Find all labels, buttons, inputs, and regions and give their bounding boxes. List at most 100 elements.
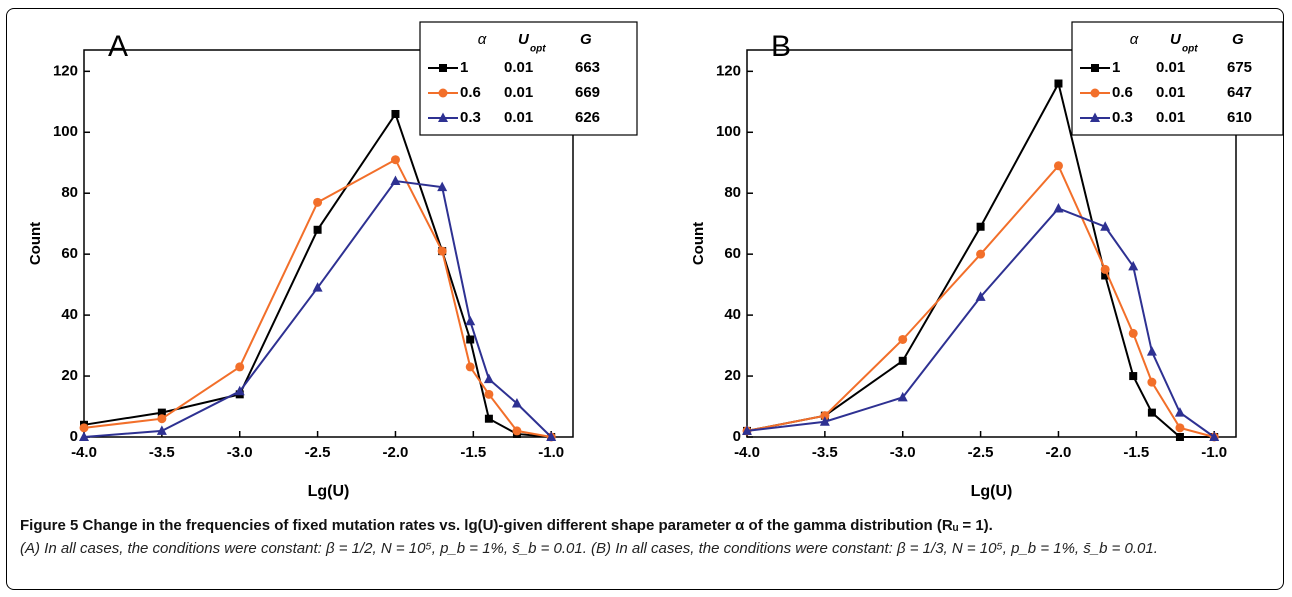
caption-text: (A) In all cases, the conditions were co…	[20, 540, 1158, 557]
x-tick-label: -2.0	[1046, 444, 1072, 461]
marker	[1053, 202, 1064, 213]
x-tick-label: -3.5	[812, 444, 838, 461]
marker	[820, 411, 830, 421]
legend-box	[1071, 21, 1284, 136]
caption-heading: Change in the frequencies of fixed mutat…	[82, 517, 993, 534]
x-tick-label: -1.5	[460, 444, 486, 461]
legend-g: 647	[1227, 84, 1252, 101]
marker	[235, 362, 245, 372]
marker	[1175, 433, 1184, 441]
series-line	[746, 207, 1215, 438]
panel-label: B	[771, 30, 791, 63]
marker	[437, 181, 448, 192]
legend-uopt: 0.01	[1156, 109, 1185, 126]
legend-marker	[438, 112, 448, 122]
y-tick-label: 120	[716, 62, 741, 79]
legend-label: 0.6	[460, 84, 481, 101]
marker	[157, 408, 166, 417]
series-line	[746, 80, 1215, 438]
marker	[546, 431, 557, 441]
legend-header: opt	[1182, 44, 1198, 55]
legend-uopt: 0.01	[1156, 84, 1185, 101]
marker	[483, 373, 494, 384]
legend-box	[419, 21, 638, 136]
marker	[898, 356, 907, 365]
marker	[1128, 260, 1139, 271]
legend-label: 1	[1112, 59, 1120, 76]
legend-label: 0.3	[460, 109, 481, 126]
legend-g: 610	[1227, 109, 1252, 126]
legend-marker	[1090, 88, 1100, 98]
marker	[465, 315, 476, 326]
legend-uopt: 0.01	[504, 84, 533, 101]
caption-label: Figure 5	[20, 517, 79, 534]
x-tick-label: -2.5	[305, 444, 331, 461]
legend-g: 669	[575, 84, 600, 101]
legend-header: G	[1232, 31, 1244, 48]
legend-g: 663	[575, 59, 600, 76]
marker	[1053, 161, 1063, 171]
legend-header: U	[518, 31, 530, 48]
legend-uopt: 0.01	[504, 109, 533, 126]
x-tick-label: -3.0	[890, 444, 916, 461]
marker	[79, 431, 89, 441]
panel-label: A	[108, 30, 128, 63]
legend-marker	[438, 88, 448, 98]
y-tick-label: 100	[716, 123, 741, 140]
plot-frame	[83, 49, 574, 438]
marker	[1175, 423, 1185, 433]
marker	[819, 416, 830, 426]
marker	[390, 155, 400, 165]
marker	[466, 335, 475, 344]
marker	[157, 414, 167, 424]
x-tick-label: -2.5	[968, 444, 994, 461]
marker	[390, 175, 401, 186]
marker	[1146, 346, 1157, 356]
series-line	[83, 179, 552, 438]
marker	[511, 397, 522, 408]
legend-header: α	[478, 31, 487, 48]
x-tick-label: -1.0	[538, 444, 564, 461]
y-tick-label: 100	[53, 123, 78, 140]
marker	[1100, 221, 1111, 231]
legend-label: 1	[460, 59, 468, 76]
x-axis-label: Lg(U)	[971, 483, 1013, 500]
marker	[312, 282, 323, 292]
y-tick-label: 20	[724, 367, 741, 384]
legend-uopt: 0.01	[504, 59, 533, 76]
x-axis-label: Lg(U)	[308, 483, 350, 500]
x-tick-label: -3.5	[149, 444, 175, 461]
y-tick-label: 40	[724, 306, 741, 323]
y-tick-label: 80	[61, 184, 78, 201]
marker	[1101, 271, 1110, 280]
y-tick-label: 0	[70, 428, 78, 445]
legend-g: 675	[1227, 59, 1252, 76]
marker	[484, 389, 494, 399]
y-tick-label: 60	[61, 245, 78, 262]
y-tick-label: 20	[61, 367, 78, 384]
x-tick-label: -3.0	[227, 444, 253, 461]
legend-header: opt	[530, 44, 546, 55]
series-line	[83, 158, 552, 438]
legend-label: 0.6	[1112, 84, 1133, 101]
y-axis-label: Count	[690, 222, 707, 265]
legend-uopt: 0.01	[1156, 59, 1185, 76]
marker	[898, 334, 908, 344]
marker	[976, 222, 985, 231]
marker	[156, 425, 167, 435]
marker	[1100, 264, 1110, 274]
marker	[437, 246, 447, 256]
marker	[465, 362, 475, 372]
y-axis-label: Count	[27, 222, 44, 265]
marker	[391, 109, 400, 118]
y-tick-label: 120	[53, 62, 78, 79]
marker	[1128, 328, 1138, 338]
marker	[1147, 408, 1156, 417]
plot-frame	[746, 49, 1237, 438]
x-tick-label: -2.0	[383, 444, 409, 461]
marker	[484, 414, 493, 423]
marker	[234, 385, 245, 396]
x-tick-label: -1.5	[1123, 444, 1149, 461]
